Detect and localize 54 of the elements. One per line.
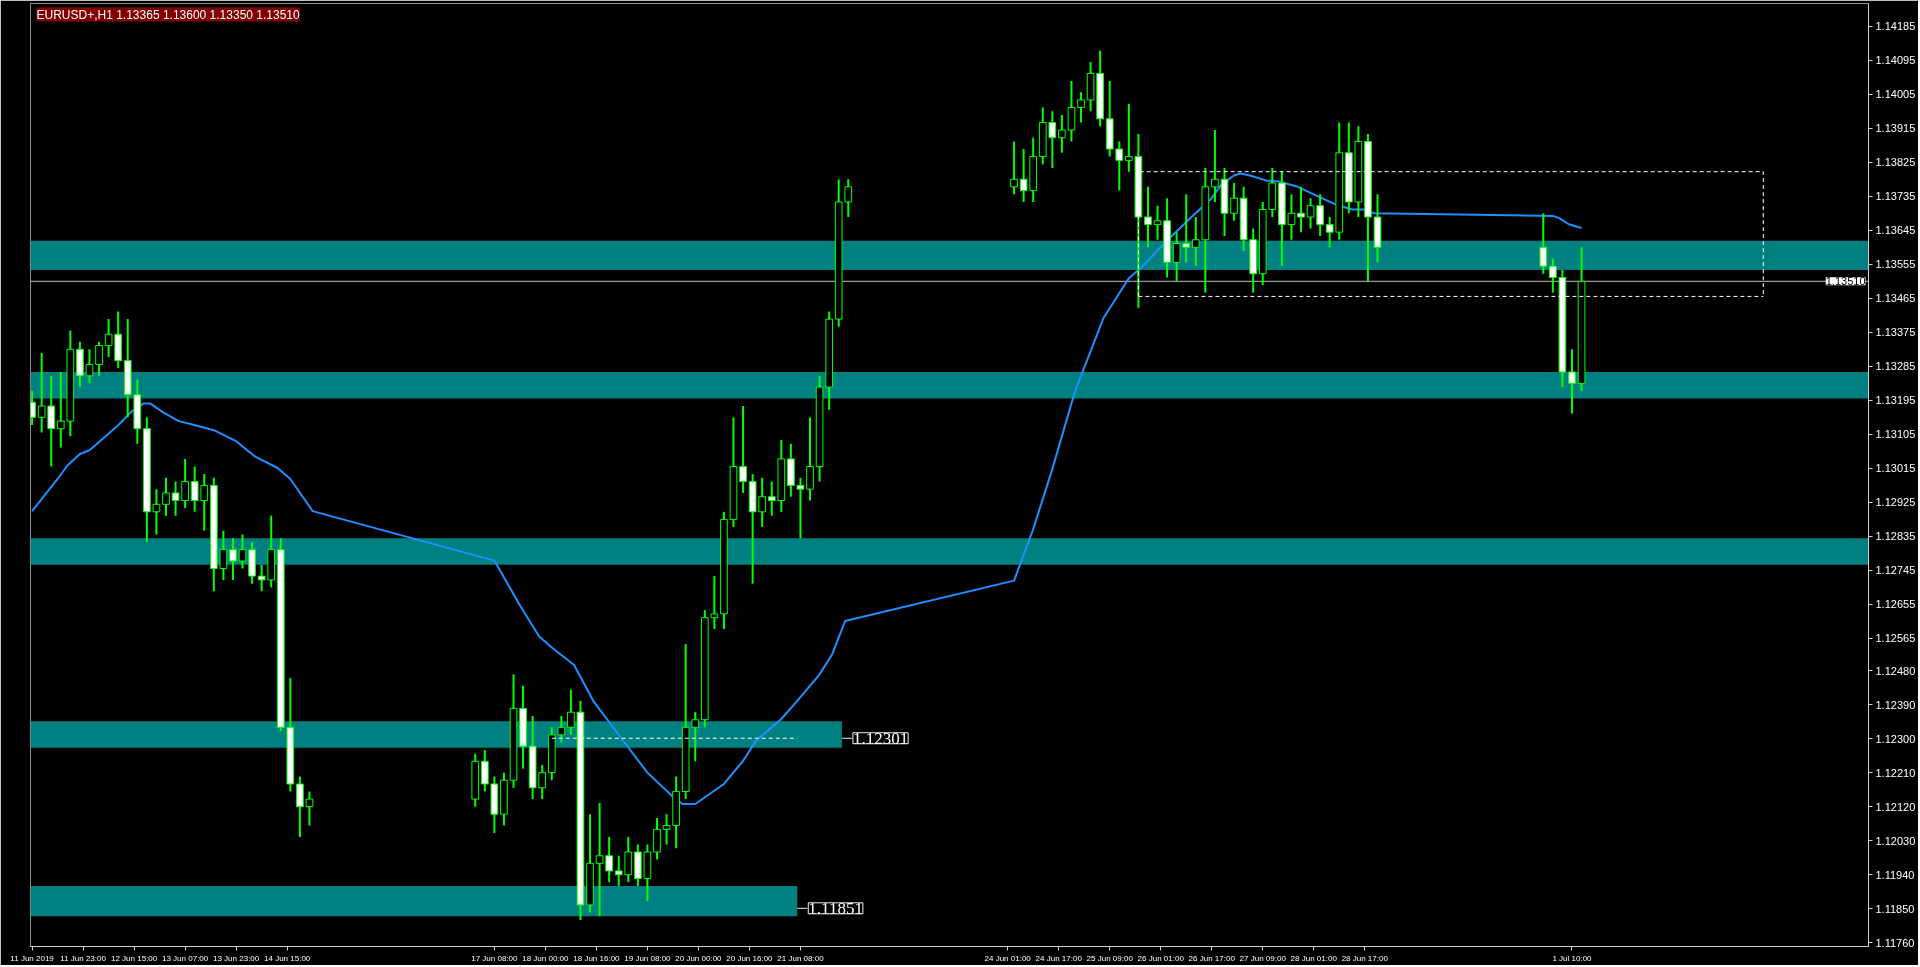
- y-tick-label: 1.12565: [1875, 632, 1916, 645]
- y-tick-label: 1.12210: [1875, 766, 1916, 779]
- chart-title: EURUSD+,H1 1.13365 1.13600 1.13350 1.13510: [36, 7, 301, 22]
- x-tick-label: 12 Jun 15:00: [110, 953, 158, 963]
- y-tick-label: 1.13285: [1875, 360, 1916, 373]
- y-tick-label: 1.13465: [1875, 292, 1916, 305]
- x-tick-label: 11 Jun 23:00: [60, 953, 107, 963]
- y-tick-label: 1.11760: [1875, 936, 1915, 949]
- y-tick-label: 1.13195: [1875, 394, 1916, 407]
- x-tick-label: 26 Jun 01:00: [1137, 953, 1185, 963]
- y-tick-label: 1.12745: [1875, 564, 1916, 577]
- x-tick-label: 19 Jun 08:00: [624, 953, 672, 963]
- y-tick-label: 1.11850: [1875, 902, 1915, 915]
- x-tick-label: 25 Jun 09:00: [1086, 953, 1134, 963]
- y-tick-label: 1.12300: [1875, 732, 1916, 745]
- x-tick-label: 24 Jun 01:00: [984, 953, 1032, 963]
- x-tick-label: 24 Jun 17:00: [1035, 953, 1083, 963]
- y-tick-label: 1.12925: [1875, 496, 1916, 509]
- y-tick-label: 1.13375: [1875, 326, 1916, 339]
- x-tick-label: 13 Jun 23:00: [213, 953, 260, 963]
- y-tick-label: 1.13825: [1875, 156, 1916, 169]
- x-tick-label: 28 Jun 17:00: [1341, 953, 1389, 963]
- x-tick-label: 20 Jun 16:00: [726, 953, 774, 963]
- y-tick-label: 1.14005: [1875, 88, 1916, 101]
- y-tick-label: 1.12835: [1875, 530, 1916, 543]
- x-tick-label: 17 Jun 08:00: [471, 953, 519, 963]
- x-tick-label: 14 Jun 15:00: [264, 953, 311, 963]
- x-tick-label: 26 Jun 17:00: [1188, 953, 1236, 963]
- x-tick-label: 18 Jun 16:00: [573, 953, 621, 963]
- y-tick-label: 1.14095: [1875, 54, 1916, 67]
- y-tick-label: 1.13735: [1875, 190, 1916, 203]
- x-tick-label: 28 Jun 01:00: [1290, 953, 1338, 963]
- x-tick-label: 18 Jun 00:00: [522, 953, 570, 963]
- x-tick-label: 1 Jul 10:00: [1552, 953, 1593, 963]
- y-tick-label: 1.13105: [1875, 428, 1916, 441]
- x-tick-label: 27 Jun 09:00: [1239, 953, 1287, 963]
- y-tick-label: 1.13645: [1875, 224, 1916, 237]
- y-tick-label: 1.12120: [1875, 800, 1916, 813]
- x-tick-label: 13 Jun 07:00: [162, 953, 209, 963]
- ref-line-label: 1.13510: [1825, 275, 1866, 288]
- x-tick-label: 20 Jun 00:00: [675, 953, 723, 963]
- y-tick-label: 1.12480: [1875, 664, 1916, 677]
- y-tick-label: 1.14185: [1875, 20, 1916, 33]
- y-tick-label: 1.12030: [1875, 834, 1916, 847]
- y-tick-label: 1.13555: [1875, 258, 1916, 271]
- annotation: 1.12301: [852, 728, 909, 748]
- y-tick-label: 1.12390: [1875, 698, 1916, 711]
- y-tick-label: 1.13915: [1875, 122, 1916, 135]
- y-tick-label: 1.11940: [1875, 868, 1915, 881]
- y-tick-label: 1.12655: [1875, 598, 1916, 611]
- y-tick-label: 1.13015: [1875, 462, 1916, 475]
- x-tick-label: 21 Jun 08:00: [777, 953, 825, 963]
- annotation: 1.11851: [808, 898, 863, 918]
- x-tick-label: 11 Jun 2019: [10, 953, 55, 963]
